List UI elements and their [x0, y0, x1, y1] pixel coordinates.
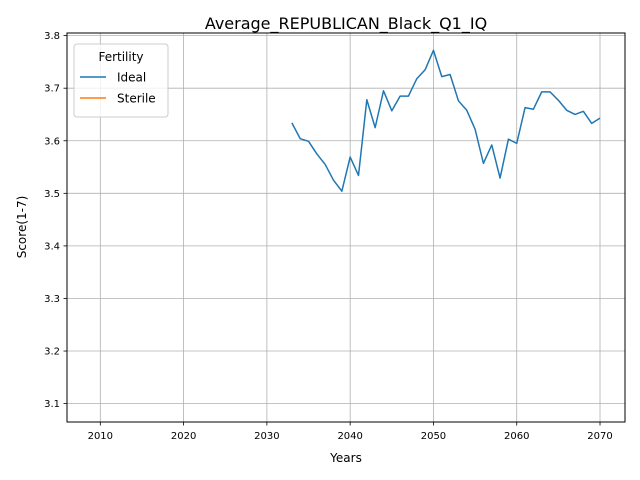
x-axis-ticks: 2010 2020 2030 2040 2050 2060 2070 [88, 422, 613, 442]
y-tick-label: 3.3 [44, 294, 60, 305]
x-axis-label: Years [329, 451, 362, 465]
legend-label-sterile: Sterile [117, 92, 156, 106]
grid [67, 33, 625, 422]
series-lines [291, 49, 601, 192]
y-tick-label: 3.5 [44, 189, 60, 200]
x-tick-label: 2040 [337, 431, 362, 442]
x-tick-label: 2070 [587, 431, 612, 442]
x-tick-label: 2050 [421, 431, 446, 442]
y-axis-ticks: 3.1 3.2 3.3 3.4 3.5 3.6 3.7 3.8 [44, 31, 67, 410]
y-tick-label: 3.6 [44, 136, 60, 147]
y-tick-label: 3.7 [44, 84, 60, 95]
x-tick-label: 2030 [254, 431, 279, 442]
y-tick-label: 3.2 [44, 347, 60, 358]
legend-title: Fertility [98, 50, 143, 64]
plot-frame [66, 32, 626, 423]
x-tick-label: 2060 [504, 431, 529, 442]
chart-title: Average_REPUBLICAN_Black_Q1_IQ [205, 14, 487, 34]
y-tick-label: 3.1 [44, 399, 60, 410]
x-tick-label: 2020 [171, 431, 196, 442]
y-tick-label: 3.4 [44, 241, 60, 252]
legend-label-ideal: Ideal [117, 71, 146, 85]
y-axis-label: Score(1-7) [15, 196, 29, 259]
legend: Fertility Ideal Sterile [73, 43, 169, 118]
series-line-ideal [291, 49, 601, 192]
x-tick-label: 2010 [88, 431, 113, 442]
y-tick-label: 3.8 [44, 31, 60, 42]
